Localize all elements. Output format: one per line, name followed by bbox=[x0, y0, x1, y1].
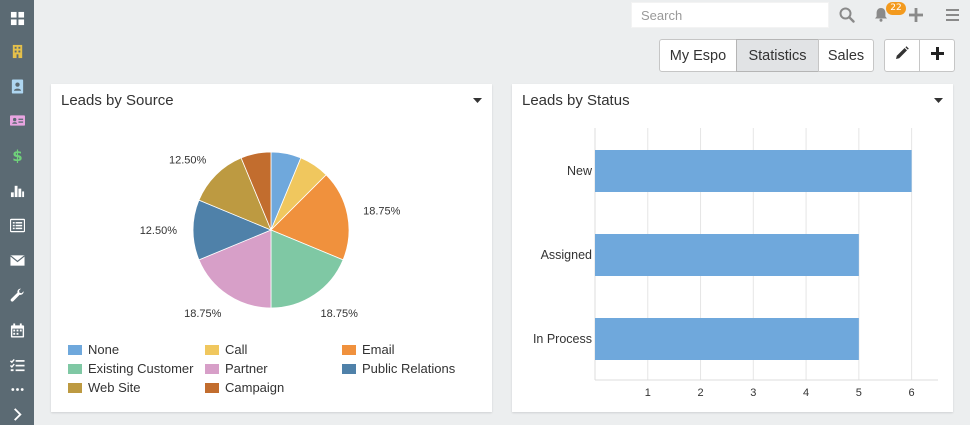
x-tick-label: 6 bbox=[909, 387, 915, 399]
tab-my-espo[interactable]: My Espo bbox=[659, 39, 737, 72]
pie-slice-email[interactable] bbox=[270, 174, 350, 261]
contact-icon bbox=[11, 78, 23, 94]
dashlet-leads-by-status: Leads by Status 1 2 3 4 5 6 New Assigned In Proc… bbox=[512, 84, 953, 412]
chevron-right-icon bbox=[13, 407, 22, 421]
x-tick-label: 3 bbox=[750, 387, 756, 399]
more-icon bbox=[10, 387, 24, 391]
search-icon[interactable] bbox=[836, 5, 858, 25]
dollar-icon: $ bbox=[12, 148, 22, 163]
legend-swatch bbox=[342, 363, 356, 374]
bar-in-process[interactable] bbox=[595, 318, 859, 360]
wrench-icon bbox=[10, 288, 24, 302]
pie-slice-existing-customer[interactable] bbox=[270, 229, 344, 309]
legend-label: Partner bbox=[225, 361, 268, 376]
pie-slice-public-relations[interactable] bbox=[192, 199, 273, 261]
sidebar-item-contact[interactable] bbox=[0, 69, 34, 103]
list-icon bbox=[9, 218, 25, 232]
add-dashlet-button[interactable] bbox=[919, 39, 955, 72]
legend-item[interactable]: Public Relations bbox=[342, 361, 455, 376]
dashboard-icon bbox=[10, 11, 24, 25]
pie-slice-label: 18.75% bbox=[363, 205, 401, 217]
sidebar-item-id-card[interactable] bbox=[0, 103, 34, 137]
sidebar-item-chevron-right[interactable] bbox=[0, 397, 34, 425]
plus-icon bbox=[930, 46, 944, 65]
leads-by-status-bar-chart: 1 2 3 4 5 6 New Assigned In Process bbox=[533, 128, 938, 399]
pencil-icon bbox=[895, 46, 909, 65]
bar-new[interactable] bbox=[595, 150, 912, 192]
pie-slice-label: 18.75% bbox=[184, 308, 222, 320]
task-list-icon bbox=[9, 358, 25, 371]
edit-dashboard-button[interactable] bbox=[884, 39, 920, 72]
legend-swatch bbox=[205, 382, 219, 393]
pie-slice-label: 12.50% bbox=[169, 154, 207, 166]
plus-icon[interactable] bbox=[907, 6, 925, 24]
legend-item[interactable]: Existing Customer bbox=[68, 361, 193, 376]
legend-label: Existing Customer bbox=[88, 361, 194, 376]
envelope-icon bbox=[9, 254, 25, 266]
legend-swatch bbox=[205, 344, 219, 355]
sidebar: $ bbox=[0, 0, 34, 425]
tab-sales[interactable]: Sales bbox=[818, 39, 874, 72]
calendar-icon bbox=[10, 322, 24, 338]
pie-slice-label: 12.50% bbox=[140, 225, 178, 237]
legend-label: Public Relations bbox=[362, 361, 456, 376]
legend-item[interactable]: Call bbox=[205, 342, 247, 357]
sidebar-item-wrench[interactable] bbox=[0, 278, 34, 312]
dashlet-title: Leads by Status bbox=[522, 92, 630, 109]
sidebar-item-task-list[interactable] bbox=[0, 348, 34, 382]
building-icon bbox=[12, 44, 22, 58]
y-category-label: New bbox=[567, 164, 593, 178]
svg-text:$: $ bbox=[12, 148, 22, 163]
legend-swatch bbox=[205, 363, 219, 374]
pie-slice-partner[interactable] bbox=[198, 229, 272, 309]
legend-label: None bbox=[88, 342, 120, 357]
pie-slice-campaign[interactable] bbox=[240, 151, 272, 231]
bell-icon[interactable] bbox=[872, 5, 890, 23]
search-input[interactable] bbox=[631, 2, 829, 28]
menu-icon[interactable] bbox=[943, 6, 961, 24]
leads-by-source-pie-chart: 18.75% 18.75% 18.75% 12.50% 12.50% bbox=[140, 151, 401, 320]
dashboard-tabs: My Espo Statistics Sales bbox=[659, 39, 874, 72]
y-category-label: Assigned bbox=[541, 248, 592, 262]
bar-chart-icon bbox=[10, 185, 24, 197]
x-tick-label: 5 bbox=[856, 387, 862, 399]
sidebar-item-building[interactable] bbox=[0, 34, 34, 68]
x-tick-label: 4 bbox=[803, 387, 809, 399]
dashlet-title: Leads by Source bbox=[61, 92, 174, 109]
legend-label: Campaign bbox=[225, 380, 285, 395]
pie-slice-label: 18.75% bbox=[321, 308, 359, 320]
sidebar-item-dashboard[interactable] bbox=[0, 1, 34, 35]
y-category-label: In Process bbox=[533, 332, 592, 346]
x-tick-label: 2 bbox=[697, 387, 703, 399]
legend-swatch bbox=[342, 344, 356, 355]
caret-down-icon[interactable] bbox=[931, 94, 945, 106]
bar-assigned[interactable] bbox=[595, 234, 859, 276]
sidebar-item-bar-chart[interactable] bbox=[0, 173, 34, 207]
legend-item[interactable]: Campaign bbox=[205, 380, 284, 395]
pie-slice-web-site[interactable] bbox=[198, 157, 272, 231]
legend-item[interactable]: Web Site bbox=[68, 380, 141, 395]
sidebar-item-envelope[interactable] bbox=[0, 243, 34, 277]
legend-label: Web Site bbox=[88, 380, 141, 395]
legend-label: Call bbox=[225, 342, 248, 357]
legend-item[interactable]: None bbox=[68, 342, 119, 357]
sidebar-item-calendar[interactable] bbox=[0, 313, 34, 347]
x-tick-label: 1 bbox=[645, 387, 651, 399]
dashlet-leads-by-source: Leads by Source 18.75% 18.75% 18.75% 12.50%… bbox=[51, 84, 492, 412]
legend-swatch bbox=[68, 363, 82, 374]
legend-item[interactable]: Partner bbox=[205, 361, 268, 376]
sidebar-item-list[interactable] bbox=[0, 208, 34, 242]
legend-swatch bbox=[68, 344, 82, 355]
sidebar-item-dollar[interactable]: $ bbox=[0, 138, 34, 172]
dashboard-actions bbox=[884, 39, 955, 72]
notification-badge: 22 bbox=[886, 2, 906, 15]
sidebar-item-more[interactable] bbox=[0, 381, 34, 397]
caret-down-icon[interactable] bbox=[470, 94, 484, 106]
legend-swatch bbox=[68, 382, 82, 393]
id-card-icon bbox=[9, 114, 25, 126]
legend-label: Email bbox=[362, 342, 395, 357]
legend-item[interactable]: Email bbox=[342, 342, 395, 357]
tab-statistics[interactable]: Statistics bbox=[736, 39, 819, 72]
